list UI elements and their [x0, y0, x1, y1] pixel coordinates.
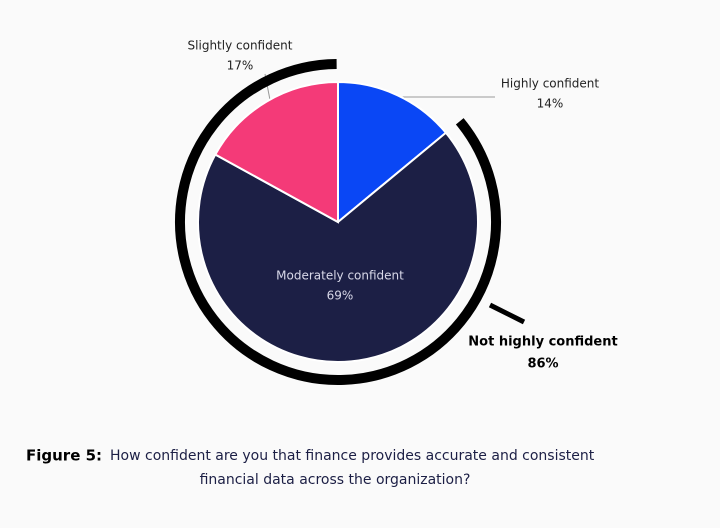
pie-slice: [197, 131, 479, 363]
group-value: 86%: [527, 357, 558, 372]
pie-slice: [337, 80, 448, 225]
slice-value: 17%: [227, 59, 254, 73]
slice-label: Highly confident: [501, 77, 600, 91]
slice-value: 69%: [327, 289, 354, 303]
caption-label: Figure 5:: [26, 447, 102, 465]
leader-line: [488, 302, 526, 325]
group-ring: [175, 59, 501, 385]
caption-text: financial data across the organization?: [200, 472, 471, 488]
group-label: Not highly confident: [468, 335, 617, 350]
slice-label: Slightly confident: [188, 39, 293, 53]
slice-label: Moderately confident: [276, 269, 404, 283]
pie-slice: [213, 80, 339, 224]
caption-text: How confident are you that finance provi…: [110, 448, 595, 464]
slice-value: 14%: [537, 97, 564, 111]
